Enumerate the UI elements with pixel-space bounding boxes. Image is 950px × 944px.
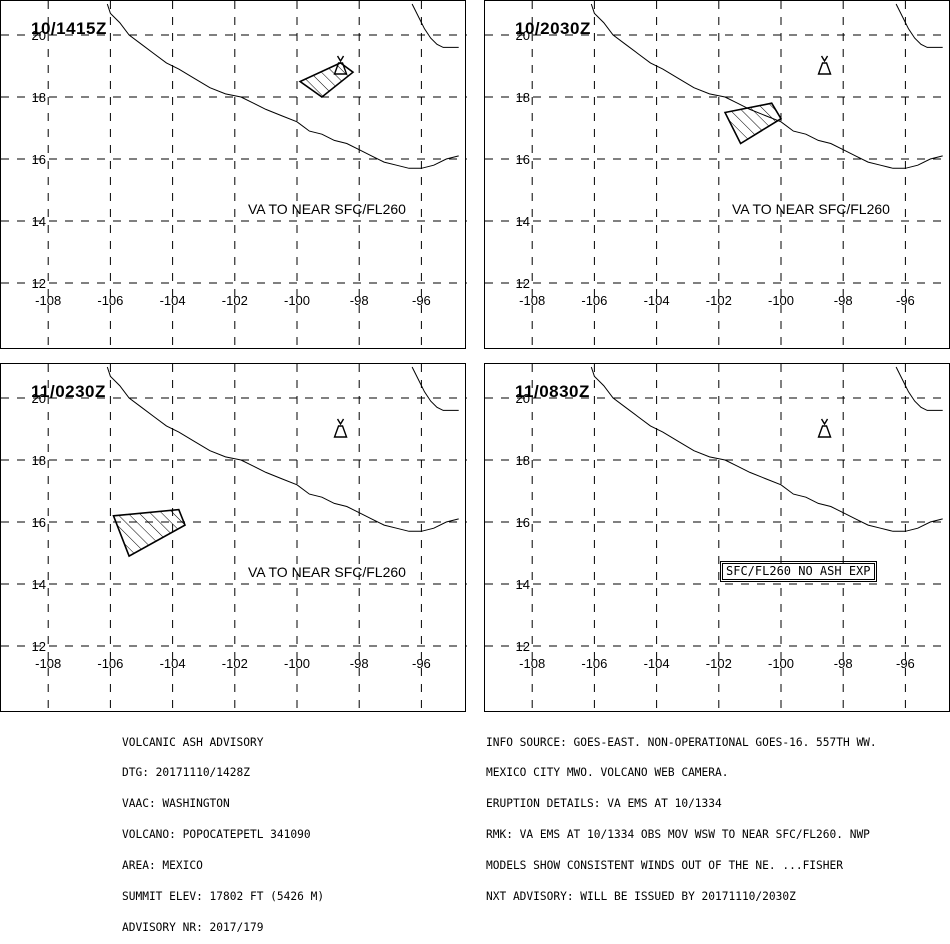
- map-panel-3-graphic: -108 -106 -104 -102 -100 -98 -96 18 16 14 12 20: [1, 364, 467, 713]
- advisory-line: DTG: 20171110/1428Z: [122, 766, 250, 780]
- latitude-tick-label: 16: [32, 515, 46, 530]
- advisory-line: VOLCANIC ASH ADVISORY: [122, 735, 264, 749]
- longitude-tick-label: -104: [644, 656, 670, 671]
- latitude-tick-label: 20: [32, 28, 46, 43]
- map-panel-1: -108 -106 -104 -102 -100 -98 -96 18 16 14 12 20 10/…: [0, 0, 467, 350]
- volcano-icon: [817, 55, 832, 75]
- latitude-tick-label: 12: [516, 276, 530, 291]
- latitude-tick-label: 14: [32, 214, 46, 229]
- map-panel-4: -108 -106 -104 -102 -100 -98 -96 18 16 14 12 20 11/…: [484, 363, 950, 713]
- latitude-tick-label: 12: [32, 276, 46, 291]
- longitude-tick-label: -98: [834, 656, 853, 671]
- latitude-tick-label: 16: [516, 152, 530, 167]
- latitude-tick-label: 20: [516, 391, 530, 406]
- map-panel-3: -108 -106 -104 -102 -100 -98 -96 18 16 14 12 20 11/…: [0, 363, 467, 713]
- longitude-tick-label: -104: [644, 293, 670, 308]
- volcano-icon: [817, 418, 832, 438]
- gulf-coastline: [895, 3, 943, 48]
- longitude-tick-label: -98: [834, 293, 853, 308]
- lat-lon-grid: [1, 364, 467, 713]
- longitude-tick-label: -108: [35, 293, 61, 308]
- panel-time-label: 11/0230Z: [31, 382, 106, 401]
- advisory-line: VOLCANO: POPOCATEPETL 341090: [122, 828, 311, 842]
- latitude-tick-label: 16: [32, 152, 46, 167]
- longitude-tick-label: -100: [768, 293, 794, 308]
- volcano-icon: [333, 418, 348, 438]
- longitude-tick-label: -100: [284, 656, 310, 671]
- latitude-tick-label: 20: [516, 28, 530, 43]
- latitude-tick-label: 18: [32, 90, 46, 105]
- gulf-coastline: [411, 366, 459, 411]
- longitude-tick-label: -96: [896, 293, 915, 308]
- longitude-tick-label: -96: [412, 656, 431, 671]
- ash-altitude-label: VA TO NEAR SFC/FL260: [248, 564, 406, 580]
- longitude-tick-label: -96: [896, 656, 915, 671]
- longitude-tick-label: -96: [412, 293, 431, 308]
- panel-time-label: 10/1415Z: [31, 19, 107, 38]
- latitude-tick-label: 18: [32, 453, 46, 468]
- volcanic-ash-area: [112, 508, 187, 558]
- advisory-line: ERUPTION DETAILS: VA EMS AT 10/1334: [486, 797, 722, 811]
- latitude-tick-label: 14: [516, 577, 530, 592]
- longitude-tick-label: -102: [222, 293, 248, 308]
- lat-lon-grid: [485, 1, 950, 350]
- lat-lon-grid: [485, 364, 950, 713]
- longitude-tick-label: -108: [519, 656, 545, 671]
- latitude-tick-label: 12: [32, 639, 46, 654]
- longitude-tick-label: -102: [706, 293, 732, 308]
- longitude-tick-label: -104: [160, 293, 186, 308]
- pacific-coastline: [106, 366, 459, 532]
- gulf-coastline: [895, 366, 943, 411]
- ash-altitude-label: VA TO NEAR SFC/FL260: [732, 201, 890, 217]
- longitude-tick-label: -106: [97, 293, 123, 308]
- pacific-coastline: [590, 3, 943, 169]
- latitude-tick-label: 14: [32, 577, 46, 592]
- advisory-line: AREA: MEXICO: [122, 859, 203, 873]
- volcanic-ash-area: [298, 61, 355, 99]
- latitude-tick-label: 20: [32, 391, 46, 406]
- advisory-line: VAAC: WASHINGTON: [122, 797, 230, 811]
- advisory-line: NXT ADVISORY: WILL BE ISSUED BY 20171110…: [486, 890, 796, 904]
- advisory-line: ADVISORY NR: 2017/179: [122, 920, 264, 934]
- longitude-tick-label: -98: [350, 293, 369, 308]
- map-panel-1-graphic: -108 -106 -104 -102 -100 -98 -96 18 16 14 12 20: [1, 1, 467, 350]
- latitude-tick-label: 16: [516, 515, 530, 530]
- ash-altitude-label: VA TO NEAR SFC/FL260: [248, 201, 406, 217]
- lat-lon-grid: [1, 1, 467, 350]
- gulf-coastline: [411, 3, 459, 48]
- longitude-tick-label: -106: [581, 656, 607, 671]
- longitude-tick-label: -108: [519, 293, 545, 308]
- advisory-line: MODELS SHOW CONSISTENT WINDS OUT OF THE …: [486, 859, 843, 873]
- longitude-tick-label: -100: [284, 293, 310, 308]
- advisory-line: MEXICO CITY MWO. VOLCANO WEB CAMERA.: [486, 766, 729, 780]
- longitude-tick-label: -102: [706, 656, 732, 671]
- pacific-coastline: [590, 366, 943, 532]
- longitude-tick-label: -106: [581, 293, 607, 308]
- panel-time-label: 10/2030Z: [515, 19, 591, 38]
- longitude-tick-label: -98: [350, 656, 369, 671]
- no-ash-expected-label: SFC/FL260 NO ASH EXP: [720, 561, 877, 582]
- volcanic-ash-area: [723, 102, 783, 145]
- advisory-header-block: VOLCANIC ASH ADVISORY DTG: 20171110/1428…: [122, 717, 324, 944]
- latitude-tick-label: 18: [516, 453, 530, 468]
- panel-time-label: 11/0830Z: [515, 382, 590, 401]
- advisory-remarks-block: INFO SOURCE: GOES-EAST. NON-OPERATIONAL …: [486, 717, 877, 913]
- longitude-tick-label: -106: [97, 656, 123, 671]
- longitude-tick-label: -104: [160, 656, 186, 671]
- longitude-tick-label: -102: [222, 656, 248, 671]
- advisory-line: RMK: VA EMS AT 10/1334 OBS MOV WSW TO NE…: [486, 828, 870, 842]
- latitude-tick-label: 12: [516, 639, 530, 654]
- advisory-line: INFO SOURCE: GOES-EAST. NON-OPERATIONAL …: [486, 735, 877, 749]
- map-panel-2: -108 -106 -104 -102 -100 -98 -96 18 16 14 12 20 10/…: [484, 0, 950, 350]
- latitude-tick-label: 14: [516, 214, 530, 229]
- latitude-tick-label: 18: [516, 90, 530, 105]
- map-panel-4-graphic: -108 -106 -104 -102 -100 -98 -96 18 16 14 12 20: [485, 364, 950, 713]
- map-panel-2-graphic: -108 -106 -104 -102 -100 -98 -96 18 16 14 12 20: [485, 1, 950, 350]
- pacific-coastline: [106, 3, 459, 169]
- advisory-line: SUMMIT ELEV: 17802 FT (5426 M): [122, 890, 325, 904]
- longitude-tick-label: -100: [768, 656, 794, 671]
- longitude-tick-label: -108: [35, 656, 61, 671]
